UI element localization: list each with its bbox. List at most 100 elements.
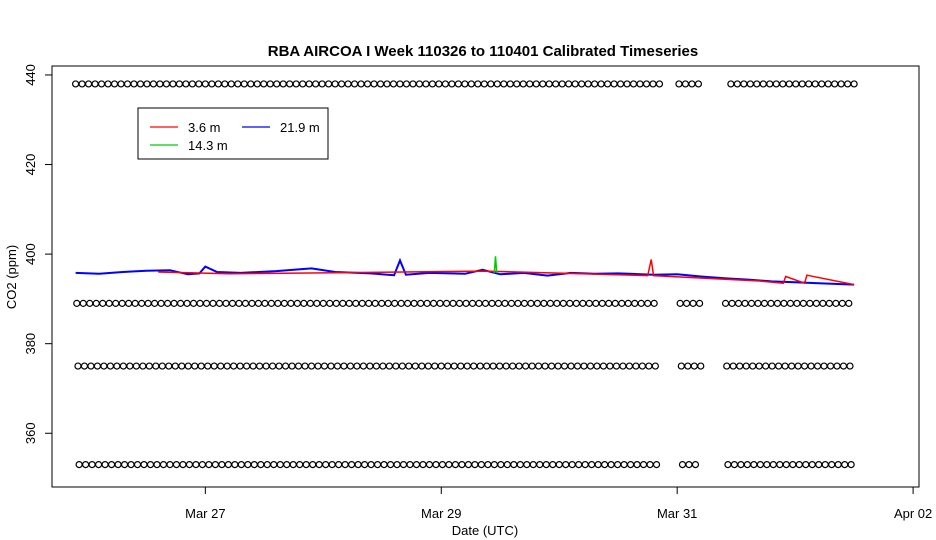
reference-point	[558, 80, 566, 88]
reference-point	[747, 299, 756, 307]
reference-point	[681, 80, 690, 88]
reference-point	[101, 461, 109, 469]
reference-point	[541, 362, 549, 370]
reference-point	[441, 80, 449, 88]
reference-point	[399, 461, 408, 469]
reference-point	[546, 299, 554, 307]
reference-point	[260, 80, 268, 88]
reference-points	[71, 80, 858, 469]
reference-point	[733, 80, 741, 88]
reference-point	[100, 362, 108, 370]
reference-point	[606, 362, 614, 370]
reference-point	[296, 461, 304, 469]
reference-point	[205, 461, 213, 469]
reference-point	[811, 80, 819, 88]
reference-point	[603, 80, 612, 88]
reference-point	[620, 461, 628, 469]
reference-point	[402, 80, 411, 88]
reference-point	[536, 461, 544, 469]
series-lines	[75, 256, 855, 286]
reference-point	[727, 80, 735, 88]
reference-point	[740, 80, 748, 88]
reference-point	[248, 299, 256, 307]
reference-point	[396, 80, 404, 88]
reference-point	[730, 461, 738, 469]
reference-point	[275, 362, 283, 370]
reference-point	[138, 299, 146, 307]
reference-point	[464, 461, 472, 469]
reference-point	[299, 80, 307, 88]
reference-point	[105, 299, 113, 307]
reference-point	[179, 461, 187, 469]
reference-point	[454, 80, 462, 88]
reference-point	[805, 80, 813, 88]
reference-point	[348, 461, 356, 469]
reference-point	[775, 362, 783, 370]
reference-point	[217, 362, 225, 370]
reference-point	[221, 80, 229, 88]
reference-point	[534, 362, 543, 370]
reference-point	[619, 362, 627, 370]
reference-point	[270, 461, 278, 469]
reference-point	[623, 80, 631, 88]
reference-point	[678, 461, 687, 469]
reference-point	[211, 461, 219, 469]
reference-point	[146, 461, 155, 469]
reference-point	[345, 299, 353, 307]
reference-point	[287, 299, 295, 307]
reference-point	[215, 299, 224, 307]
reference-point	[776, 461, 784, 469]
reference-point	[729, 362, 737, 370]
reference-point	[484, 461, 492, 469]
reference-point	[510, 461, 518, 469]
reference-point	[424, 362, 432, 370]
reference-point	[490, 461, 498, 469]
reference-point	[516, 461, 524, 469]
reference-point	[126, 362, 134, 370]
reference-point	[597, 80, 605, 88]
reference-point	[140, 461, 148, 469]
reference-point	[110, 80, 119, 88]
reference-point	[79, 299, 87, 307]
reference-point	[818, 80, 826, 88]
reference-point	[636, 80, 644, 88]
x-tick-label: Mar 29	[421, 506, 461, 521]
reference-point	[281, 362, 290, 370]
chart-title: RBA AIRCOA I Week 110326 to 110401 Calib…	[268, 43, 699, 60]
x-axis-label: Date (UTC)	[452, 523, 518, 538]
reference-point	[149, 80, 158, 88]
reference-point	[184, 362, 192, 370]
reference-point	[133, 461, 142, 469]
reference-point	[82, 461, 90, 469]
reference-point	[655, 80, 664, 88]
reference-point	[565, 80, 573, 88]
reference-point	[685, 461, 693, 469]
reference-point	[423, 299, 431, 307]
reference-point	[415, 80, 424, 88]
reference-point	[306, 299, 314, 307]
reference-point	[113, 362, 121, 370]
reference-point	[360, 461, 369, 469]
reference-point	[435, 80, 443, 88]
reference-point	[92, 299, 100, 307]
reference-point	[754, 299, 762, 307]
reference-point	[235, 299, 243, 307]
reference-point	[428, 80, 437, 88]
reference-point	[806, 299, 814, 307]
reference-point	[826, 362, 835, 370]
reference-point	[542, 461, 550, 469]
reference-point	[367, 461, 375, 469]
reference-point	[125, 299, 133, 307]
reference-point	[555, 461, 563, 469]
reference-point	[493, 80, 501, 88]
reference-point	[358, 299, 366, 307]
y-tick-label: 380	[23, 333, 38, 355]
reference-point	[438, 461, 447, 469]
reference-point	[256, 362, 264, 370]
reference-point	[515, 362, 523, 370]
reference-point	[273, 80, 281, 88]
reference-point	[549, 461, 557, 469]
reference-point	[468, 299, 477, 307]
reference-point	[112, 299, 120, 307]
reference-point	[507, 299, 516, 307]
